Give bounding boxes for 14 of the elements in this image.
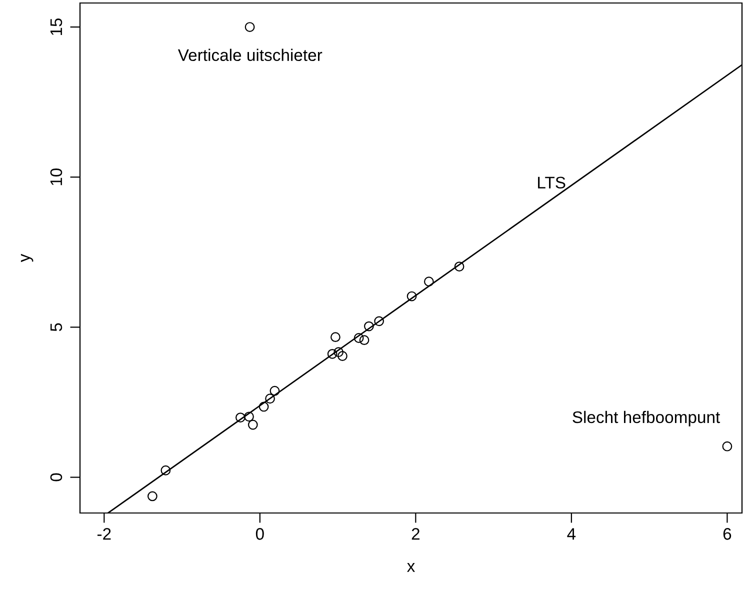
y-tick-label: 0: [50, 473, 62, 482]
y-tick-label: 15: [50, 18, 62, 36]
annotation: Verticale uitschieter: [178, 48, 322, 62]
x-axis-title: x: [407, 563, 415, 572]
x-tick-label: -2: [97, 528, 111, 540]
y-tick-label: 5: [50, 323, 62, 332]
x-tick-label: 6: [723, 528, 732, 540]
y-tick-label: 10: [50, 168, 62, 186]
annotation: Slecht hefboompunt: [572, 410, 720, 426]
x-tick-label: 4: [567, 528, 576, 540]
annotation: LTS: [538, 176, 566, 189]
y-axis-title: y: [20, 254, 34, 262]
x-tick-label: 0: [256, 528, 264, 540]
x-tick-label: 2: [412, 528, 420, 540]
